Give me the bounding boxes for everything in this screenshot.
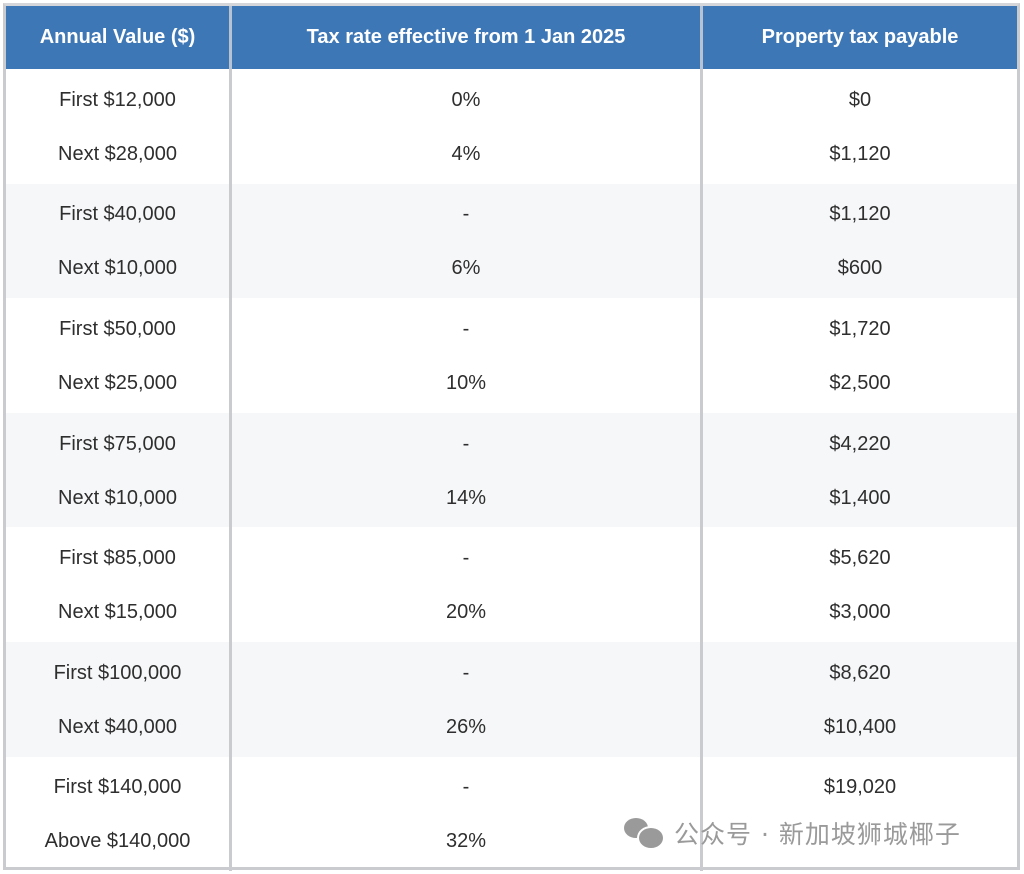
row-group: First $12,000 Next $28,000 0% 4% $0 $1,120 — [6, 69, 1017, 184]
tax-rate-cell: 10% — [445, 371, 487, 394]
annual-value-cell: First $12,000 — [59, 88, 176, 111]
column-divider — [229, 641, 232, 757]
column-rate: - 26% — [232, 642, 700, 757]
annual-value-cell: First $100,000 — [53, 661, 182, 684]
annual-value-cell: First $75,000 — [59, 432, 176, 455]
tax-payable-cell: $5,620 — [829, 547, 891, 570]
tax-payable-cell: $1,120 — [829, 203, 891, 226]
column-tax: $1,120 $600 — [703, 184, 1017, 299]
watermark-text: 公众号 · 新加坡狮城椰子 — [674, 820, 961, 849]
row-group: First $100,000 Next $40,000 - 26% $8,620 $10,… — [6, 641, 1017, 757]
column-rate: 0% 4% — [232, 69, 700, 184]
column-rate: - 14% — [232, 413, 700, 528]
annual-value-cell: Next $10,000 — [58, 486, 177, 509]
column-divider — [700, 298, 703, 413]
column-divider — [700, 641, 703, 757]
annual-value-cell: First $40,000 — [59, 203, 176, 226]
column-tax: $0 $1,120 — [703, 69, 1017, 184]
column-annual-value: First $85,000 Next $15,000 — [6, 527, 229, 642]
tax-rate-cell: - — [462, 547, 470, 570]
row-group: First $40,000 Next $10,000 - 6% $1,120 $600 — [6, 183, 1017, 299]
tax-rate-cell: - — [462, 203, 470, 226]
annual-value-cell: First $85,000 — [59, 547, 176, 570]
header-tax-payable: Property tax payable — [761, 26, 959, 48]
row-group: First $85,000 Next $15,000 - 20% $5,620 $3,00… — [6, 527, 1017, 642]
table-header: Annual Value ($) Tax rate effective from… — [6, 6, 1017, 69]
tax-rate-cell: 20% — [445, 601, 487, 624]
property-tax-table: Annual Value ($) Tax rate effective from… — [3, 3, 1020, 872]
row-group: First $75,000 Next $10,000 - 14% $4,220 $1,40… — [6, 412, 1017, 528]
column-divider — [700, 412, 703, 528]
column-divider — [700, 183, 703, 299]
column-rate: - 6% — [232, 184, 700, 299]
row-group: First $50,000 Next $25,000 - 10% $1,720 $2,50… — [6, 298, 1017, 413]
column-divider — [229, 183, 232, 299]
annual-value-cell: Above $140,000 — [44, 830, 191, 853]
column-annual-value: First $100,000 Next $40,000 — [6, 642, 229, 757]
table-body: First $12,000 Next $28,000 0% 4% $0 $1,120 Fir… — [6, 69, 1017, 872]
header-tax-rate: Tax rate effective from 1 Jan 2025 — [306, 26, 626, 48]
column-divider — [229, 6, 232, 69]
column-divider — [700, 69, 703, 184]
tax-payable-cell: $1,120 — [829, 142, 891, 165]
annual-value-cell: Next $10,000 — [58, 257, 177, 280]
column-annual-value: First $40,000 Next $10,000 — [6, 184, 229, 299]
tax-payable-cell: $4,220 — [829, 432, 891, 455]
column-divider — [700, 6, 703, 69]
column-rate: - 20% — [232, 527, 700, 642]
tax-rate-cell: 26% — [445, 715, 487, 738]
tax-payable-cell: $19,020 — [823, 776, 897, 799]
tax-payable-cell: $0 — [848, 88, 872, 111]
tax-payable-cell: $10,400 — [823, 715, 897, 738]
column-tax: $19,020 — [703, 757, 1017, 872]
annual-value-cell: Next $28,000 — [58, 142, 177, 165]
column-divider — [700, 756, 703, 872]
column-divider — [229, 527, 232, 642]
tax-rate-cell: 32% — [445, 830, 487, 853]
column-divider — [229, 298, 232, 413]
column-annual-value: First $12,000 Next $28,000 — [6, 69, 229, 184]
tax-rate-cell: - — [462, 432, 470, 455]
annual-value-cell: Next $40,000 — [58, 715, 177, 738]
column-tax: $4,220 $1,400 — [703, 413, 1017, 528]
column-annual-value: First $140,000 Above $140,000 — [6, 757, 229, 872]
column-divider — [700, 527, 703, 642]
column-annual-value: First $50,000 Next $25,000 — [6, 298, 229, 413]
tax-rate-cell: - — [462, 776, 470, 799]
tax-rate-cell: 0% — [451, 88, 481, 111]
tax-payable-cell: $8,620 — [829, 661, 891, 684]
annual-value-cell: Next $25,000 — [58, 371, 177, 394]
column-rate: - 32% — [232, 757, 700, 872]
annual-value-cell: Next $15,000 — [58, 601, 177, 624]
watermark: 公众号 · 新加坡狮城椰子 — [624, 815, 961, 851]
column-annual-value: First $75,000 Next $10,000 — [6, 413, 229, 528]
tax-payable-cell: $2,500 — [829, 371, 891, 394]
column-tax: $1,720 $2,500 — [703, 298, 1017, 413]
column-divider — [229, 69, 232, 184]
tax-payable-cell: $600 — [837, 257, 883, 280]
tax-rate-cell: 6% — [451, 257, 481, 280]
tax-rate-cell: - — [462, 317, 470, 340]
tax-rate-cell: - — [462, 661, 470, 684]
column-divider — [229, 756, 232, 872]
header-annual-value: Annual Value ($) — [39, 26, 196, 48]
column-rate: - 10% — [232, 298, 700, 413]
tax-payable-cell: $1,400 — [829, 486, 891, 509]
tax-rate-cell: 14% — [445, 486, 487, 509]
column-tax: $5,620 $3,000 — [703, 527, 1017, 642]
tax-payable-cell: $1,720 — [829, 317, 891, 340]
column-divider — [229, 412, 232, 528]
tax-payable-cell: $3,000 — [829, 601, 891, 624]
column-tax: $8,620 $10,400 — [703, 642, 1017, 757]
annual-value-cell: First $50,000 — [59, 317, 176, 340]
tax-rate-cell: 4% — [451, 142, 481, 165]
annual-value-cell: First $140,000 — [53, 776, 182, 799]
row-group: First $140,000 Above $140,000 - 32% $19,020 — [6, 756, 1017, 872]
wechat-icon — [624, 818, 665, 850]
